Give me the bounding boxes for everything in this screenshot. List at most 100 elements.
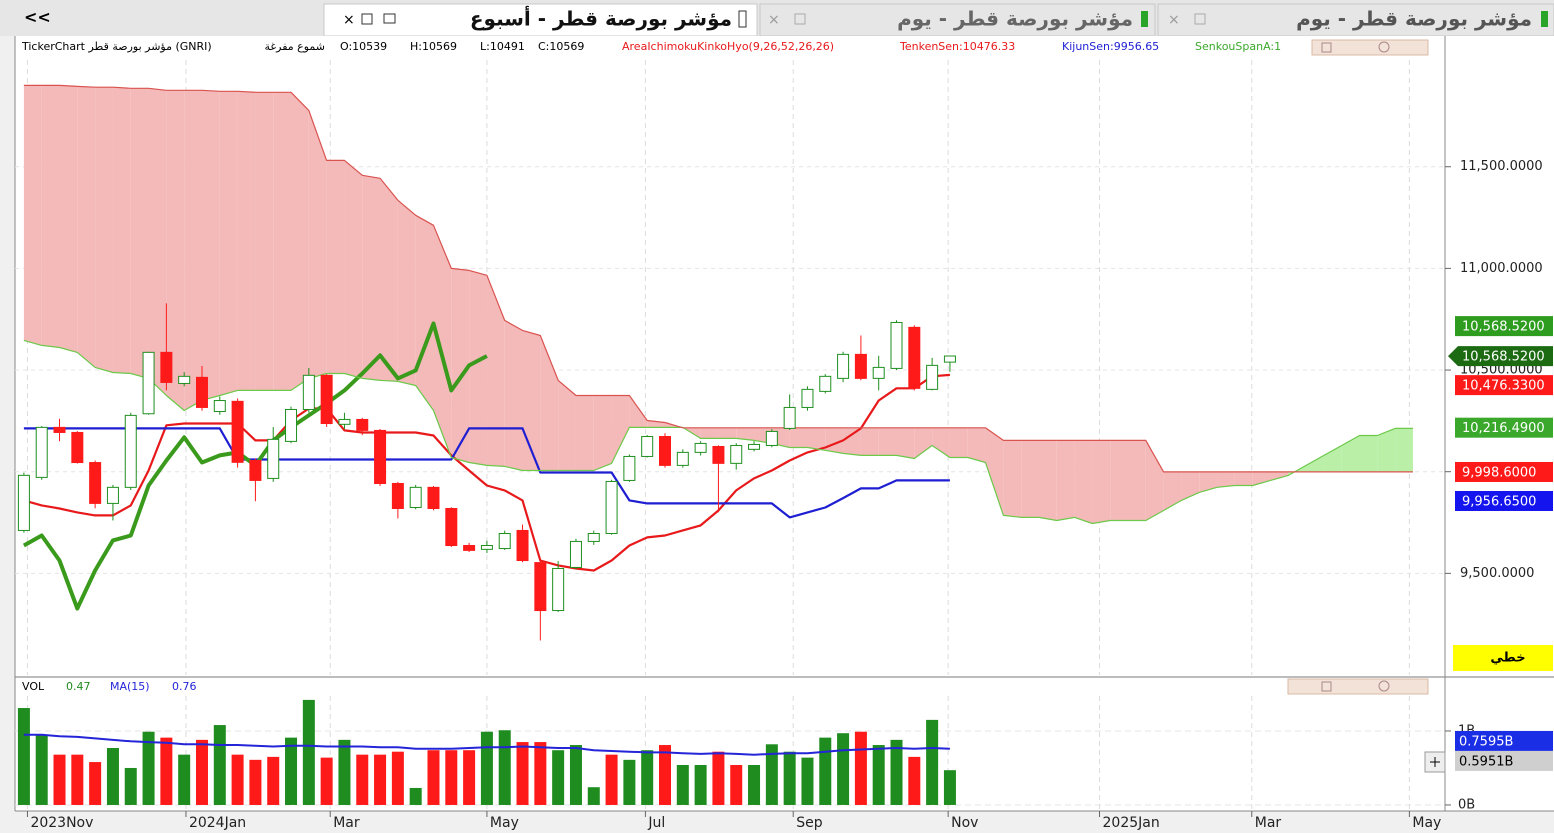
cloud [896,427,915,459]
candle-body [53,426,66,433]
price-tag-label: 10,216.4900 [1462,421,1545,436]
price-tag [1455,417,1553,438]
candle-body [374,429,387,484]
candle-body [623,455,636,481]
cloud [1377,428,1396,472]
cloud [77,86,96,368]
volume-bar [605,754,618,805]
tab-icon[interactable] [1194,13,1206,25]
cloud [611,395,630,464]
candle-body [142,351,155,415]
cloud [1128,440,1146,521]
candle-body [480,544,493,550]
volume-bar [552,750,565,805]
volume-bar [445,750,458,805]
price-tag-label: 9,956.6500 [1462,494,1536,509]
scale-button-label[interactable]: خطي [1490,651,1525,666]
cloud [1163,471,1182,511]
cloud [1003,440,1022,518]
cloud [1395,428,1413,472]
candle-body [89,462,102,504]
tab-close[interactable]: × [343,12,355,28]
candle-body [124,414,137,488]
candle-body [285,408,298,442]
cloud [504,320,523,471]
price-tag-label: 9,998.6000 [1462,465,1536,480]
control-icon[interactable] [1321,42,1332,53]
cloud [1056,440,1075,521]
candle-body [213,400,226,413]
scale-button[interactable] [1453,645,1553,671]
cloud [1323,445,1342,472]
cloud [825,427,844,454]
info-close: C:10569 [538,40,584,53]
cloud [237,91,256,391]
volume-bar [783,751,796,805]
cloud [985,427,1004,516]
candle-body [267,438,280,479]
tab-close[interactable]: × [1168,12,1180,28]
indicator-line [23,373,950,572]
indicator-line [23,427,950,519]
candle-body [854,353,867,379]
volume-bar [249,759,262,805]
control-icon[interactable] [1321,681,1332,692]
tab-active[interactable] [323,3,758,37]
cloud [1181,471,1200,501]
candle-body [694,442,707,453]
tab-icon[interactable] [794,13,806,25]
cloud [593,395,612,471]
volume-bar [534,742,547,805]
candle-body [730,444,743,464]
cloud [1359,435,1378,472]
control-icon[interactable] [1378,680,1390,692]
volume-bar [142,731,155,805]
volume-bar [659,745,671,805]
cloud [130,88,149,379]
volume-bar [285,737,298,805]
x-tick-label: May [1412,815,1441,831]
x-tick-label: 2023Nov [30,815,93,831]
cloud [949,427,968,458]
cloud [914,427,933,459]
tab[interactable] [759,3,1156,37]
candle-body [659,436,671,466]
cloud [397,200,416,386]
tab-title[interactable]: مؤشر بورصة قطر - أسبوع [470,5,732,31]
back-button[interactable]: << [24,8,51,27]
volume-bar [160,737,173,805]
tab-close[interactable]: × [768,12,780,28]
y-tick-label: 11,000.0000 [1460,261,1543,276]
tab[interactable] [1157,3,1554,37]
cloud [807,427,826,451]
cloud [860,427,879,456]
pane-controls[interactable] [1287,678,1429,695]
cloud [166,90,185,411]
tab-icon[interactable] [361,13,373,25]
x-tick-label: Mar [333,815,360,831]
cloud [469,270,487,466]
tab-title[interactable]: مؤشر بورصة قطر - يوم [897,7,1133,31]
x-tick-label: 2024Jan [189,815,246,831]
tab-icon[interactable] [383,13,396,24]
control-icon[interactable] [1378,41,1390,53]
cloud [41,85,60,348]
cloud [789,427,808,448]
price-tag [1455,375,1553,396]
cloud [326,160,345,374]
cloud [344,160,363,379]
candle-body [498,532,511,550]
pane-controls[interactable] [1311,39,1429,56]
price-tag [1455,316,1553,337]
volume-bar [178,754,191,805]
candle-body [712,445,725,464]
candle-body [783,406,796,429]
cloud [629,395,648,428]
cloud [380,178,398,382]
tab-title[interactable]: مؤشر بورصة قطر - يوم [1296,7,1532,31]
cloud [878,427,897,456]
volume-bar [71,754,84,805]
volume-bar [374,754,387,805]
candle-body [534,562,547,612]
candle-body [106,486,119,504]
